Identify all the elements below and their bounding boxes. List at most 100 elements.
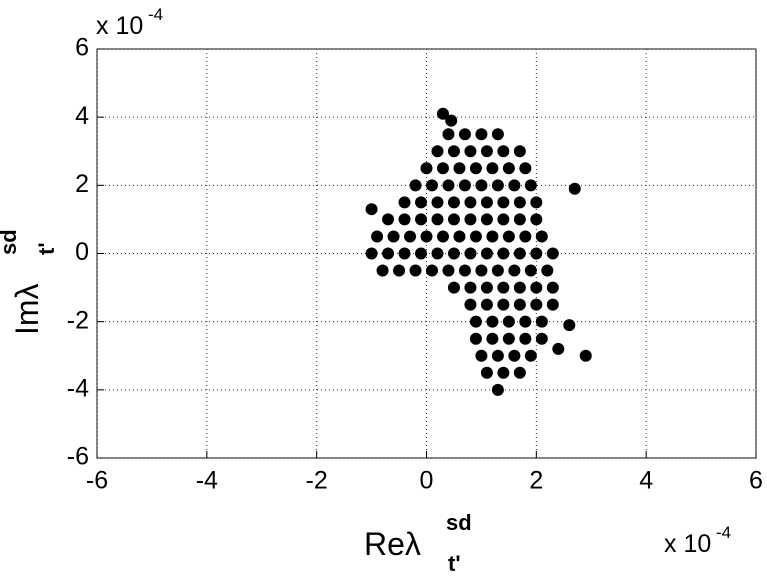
scatter-point: [431, 196, 444, 209]
scatter-point: [365, 203, 378, 216]
scatter-point: [491, 349, 504, 362]
x-tick-label: 0: [420, 467, 434, 495]
scatter-point: [491, 383, 504, 396]
scatter-point: [513, 145, 526, 158]
scatter-point: [393, 264, 406, 277]
scatter-point: [513, 298, 526, 311]
scatter-point: [420, 230, 433, 243]
scatter-point: [535, 315, 548, 328]
scatter-point: [508, 179, 521, 192]
scatter-point: [436, 107, 449, 120]
scatter-point: [409, 264, 422, 277]
scatter-point: [382, 213, 395, 226]
scatter-point: [365, 247, 378, 260]
scatter-point: [524, 179, 537, 192]
y-tick-label: -6: [67, 443, 89, 471]
x-tick-label: 6: [749, 467, 763, 495]
y-axis-label-sub: t': [34, 242, 59, 255]
y-multiplier-exponent: -4: [148, 5, 163, 24]
x-tick-label: -4: [196, 467, 218, 495]
scatter-point: [480, 366, 493, 379]
scatter-point: [486, 162, 499, 175]
scatter-point: [442, 128, 455, 141]
scatter-point: [541, 264, 554, 277]
scatter-point: [469, 230, 482, 243]
x-axis-label-sub: t': [448, 551, 461, 576]
scatter-point: [497, 247, 510, 260]
scatter-point: [546, 247, 559, 260]
scatter-point: [497, 145, 510, 158]
y-axis-label: Imλ: [9, 283, 45, 335]
scatter-point: [486, 332, 499, 345]
scatter-point: [546, 281, 559, 294]
scatter-point: [519, 230, 532, 243]
x-tick-label: -6: [86, 467, 108, 495]
scatter-point: [497, 196, 510, 209]
scatter-point: [382, 247, 395, 260]
scatter-point: [513, 281, 526, 294]
scatter-point: [519, 332, 532, 345]
scatter-point: [445, 114, 458, 127]
y-multiplier: x 10: [96, 12, 143, 40]
scatter-point: [447, 247, 460, 260]
scatter-point: [442, 264, 455, 277]
scatter-point: [447, 281, 460, 294]
x-tick-label: -2: [306, 467, 328, 495]
scatter-point: [447, 145, 460, 158]
scatter-point: [480, 196, 493, 209]
scatter-point: [497, 213, 510, 226]
scatter-point: [458, 128, 471, 141]
scatter-point: [530, 298, 543, 311]
x-multiplier-exponent: -4: [716, 523, 731, 542]
scatter-point: [469, 162, 482, 175]
scatter-point: [486, 315, 499, 328]
scatter-point: [508, 349, 521, 362]
scatter-point: [491, 128, 504, 141]
scatter-point: [513, 196, 526, 209]
scatter-point: [398, 213, 411, 226]
scatter-point: [464, 196, 477, 209]
scatter-point: [376, 264, 389, 277]
scatter-point: [398, 247, 411, 260]
scatter-point: [502, 230, 515, 243]
scatter-point: [568, 182, 581, 195]
scatter-point: [431, 145, 444, 158]
scatter-point: [398, 196, 411, 209]
scatter-point: [436, 230, 449, 243]
scatter-point: [431, 213, 444, 226]
y-axis-label-sup: sd: [0, 229, 21, 255]
scatter-point: [563, 319, 576, 332]
scatter-point: [519, 315, 532, 328]
y-tick-label: 4: [75, 102, 89, 130]
scatter-point: [513, 247, 526, 260]
scatter-point: [404, 230, 417, 243]
scatter-point: [420, 162, 433, 175]
scatter-point: [425, 179, 438, 192]
scatter-point: [409, 179, 422, 192]
y-tick-label: 6: [75, 34, 89, 62]
scatter-point: [502, 332, 515, 345]
scatter-point: [475, 349, 488, 362]
scatter-point: [464, 213, 477, 226]
scatter-point: [491, 179, 504, 192]
scatter-point: [497, 281, 510, 294]
scatter-point: [480, 213, 493, 226]
scatter-point: [453, 162, 466, 175]
y-tick-label: 2: [75, 170, 89, 198]
y-axis-label-group: Imλ t' sd: [0, 229, 59, 335]
scatter-point: [453, 230, 466, 243]
scatter-point: [530, 247, 543, 260]
scatter-point: [480, 298, 493, 311]
scatter-point: [469, 332, 482, 345]
scatter-point: [464, 145, 477, 158]
scatter-point: [458, 264, 471, 277]
scatter-point: [497, 366, 510, 379]
scatter-point: [491, 264, 504, 277]
scatter-point: [524, 264, 537, 277]
x-multiplier: x 10: [664, 530, 711, 558]
scatter-point: [480, 247, 493, 260]
y-tick-label: -4: [67, 374, 89, 402]
scatter-point: [475, 128, 488, 141]
scatter-point: [475, 264, 488, 277]
